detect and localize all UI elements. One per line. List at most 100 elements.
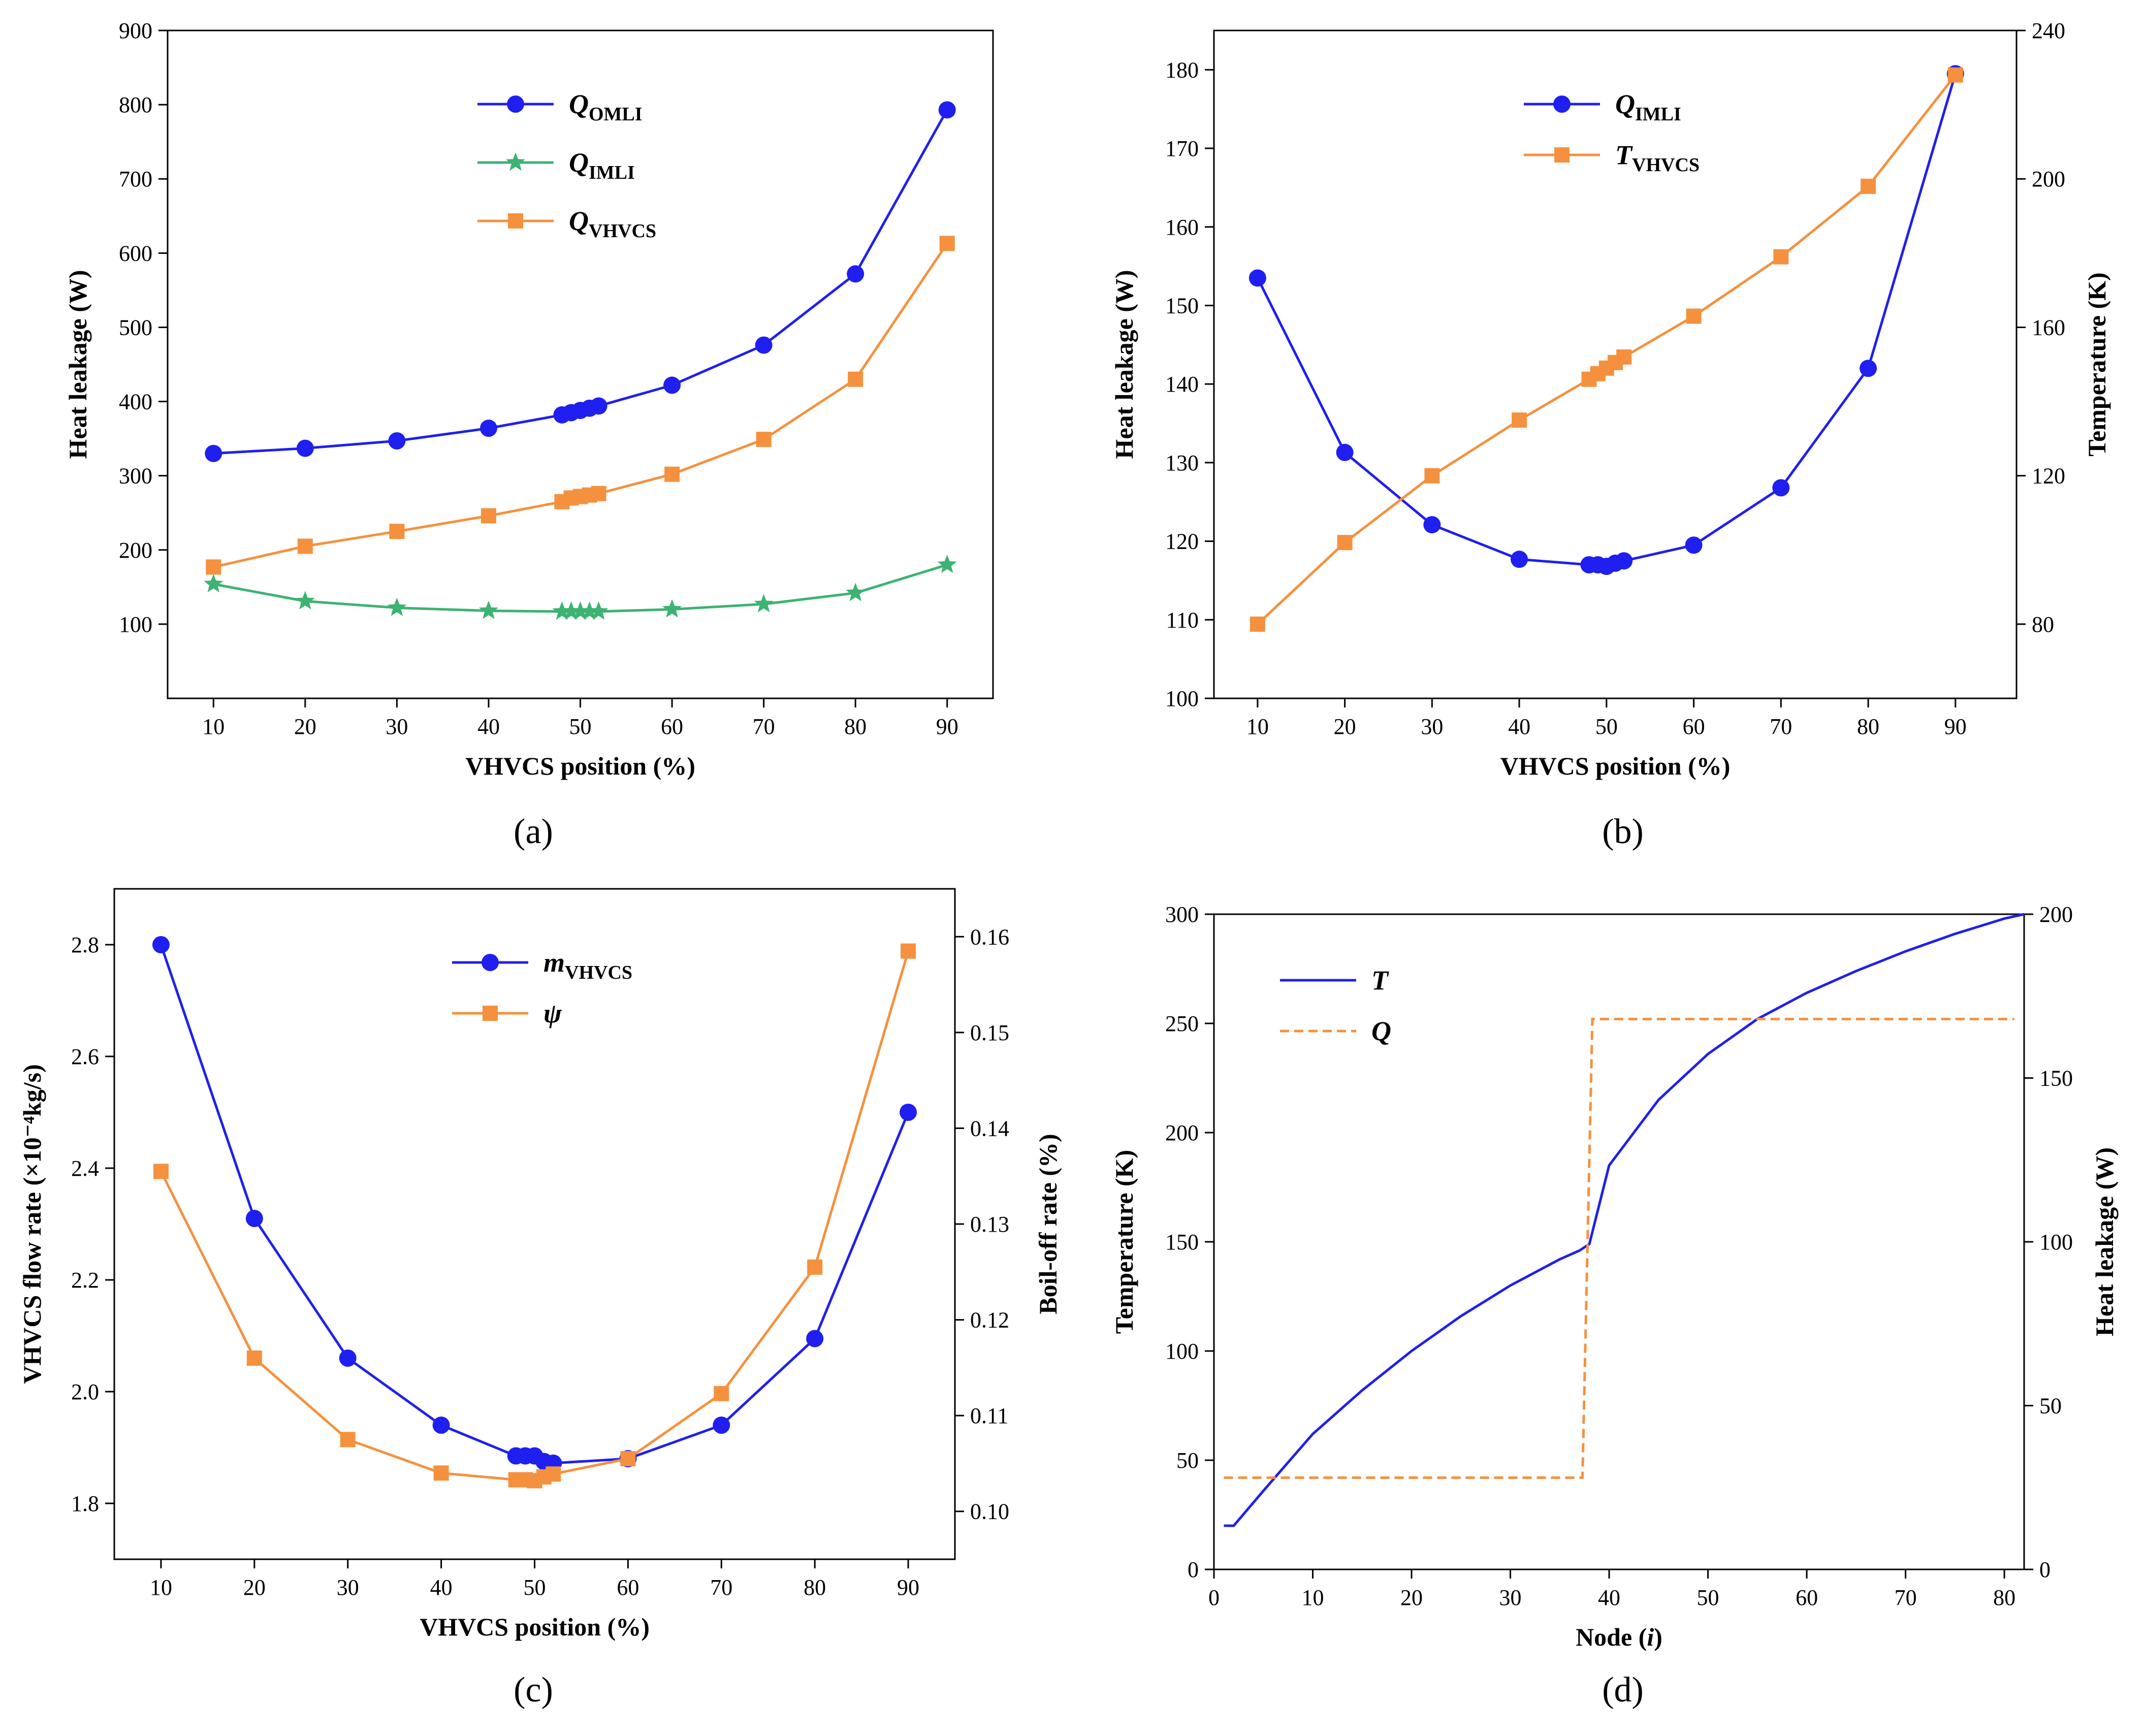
panel-caption-b: (b) [1602,812,1644,851]
y2-tick-label: 50 [2039,1394,2062,1419]
data-point [939,236,955,251]
legend: TQ [1280,965,1391,1046]
y2-tick-label: 200 [2032,167,2065,191]
data-point [1772,479,1790,497]
y2-tick-label: 0 [2039,1557,2051,1582]
series-psi [153,943,916,1489]
y-tick-label: 250 [1165,1011,1199,1036]
legend-entry-sub: IMLI [589,162,635,183]
y2-tick-label: 80 [2032,612,2054,637]
series-line [159,950,910,1482]
x-tick-label: 90 [936,714,958,739]
x-tick-label: 80 [1857,714,1879,739]
series-line [1224,1017,2014,1479]
data-point [552,601,572,620]
series-T [1224,913,2025,1527]
y-axis-label: Heat leakage (W) [1110,270,1138,459]
y2-tick-label: 0.16 [970,924,1009,949]
y2-tick-label: 200 [2039,902,2073,927]
data-point [901,943,916,959]
chart-c: 10 20 30 40 50 60 70 80 90 1.8 2.0 2.2 2.4 2.6 2.8 0.10… [18,888,1062,1641]
legend-entry-name: Q [1371,1016,1391,1046]
x-tick-label: 90 [1944,714,1967,739]
y-tick-label: 300 [119,464,152,489]
data-point [847,265,865,283]
y-tick-label: 2.2 [71,1268,99,1293]
y-tick-label: 800 [119,92,152,117]
y-tick-label: 300 [1165,902,1199,927]
legend-entry-sub: VHVCS [589,220,656,242]
x-tick-label: 40 [477,714,500,739]
y-tick-label: 700 [119,167,152,191]
x-axis-label: VHVCS position (%) [420,1613,650,1641]
data-point [1248,269,1266,287]
panel-caption-c: (c) [514,1670,553,1710]
data-point [848,371,863,387]
legend-entry: QIMLI [1615,89,1681,125]
series-line [1224,913,2025,1527]
data-point [1685,536,1703,554]
data-point [1773,249,1789,265]
x-tick-label: 50 [569,714,592,739]
data-point [339,1349,357,1367]
data-point [296,439,314,457]
series-T-vhvcs [1250,67,1963,632]
y2-tick-label: 150 [2039,1066,2073,1091]
data-point [481,508,496,524]
x-tick-label: 20 [1400,1585,1423,1610]
y-tick-label: 140 [1165,372,1199,397]
y2-tick-label: 0.11 [970,1403,1008,1428]
chart-b: 10 20 30 40 50 60 70 80 90 100 110 120 130 140 150 160 1… [1110,18,2111,780]
x-tick-label: 10 [1246,714,1269,739]
data-point [590,397,607,415]
data-point [1336,443,1354,461]
data-point [546,1466,561,1482]
x-axis-label-var: i [1647,1623,1654,1651]
plot-frame [1213,29,2018,699]
x-tick-label: 70 [753,714,775,739]
y-tick-label: 100 [119,612,152,637]
legend-entry: Q [1371,1016,1391,1046]
y2-tick-label: 0.10 [970,1499,1009,1524]
x-tick-label: 60 [617,1575,639,1600]
x-axis-label-end: ) [1654,1623,1662,1651]
x-axis-label-text: Node ( [1576,1623,1647,1651]
legend-entry-name: Q [569,206,589,236]
data-point [756,432,772,447]
data-point [1512,412,1527,428]
legend-entry-sub: IMLI [1635,104,1681,125]
data-point [1511,551,1528,568]
data-point [561,601,581,620]
y-tick-label: 900 [119,18,152,43]
x-tick-label: 80 [844,714,867,739]
data-point [754,594,774,613]
panel-caption-a: (a) [514,812,553,851]
legend-entry-name: T [1371,965,1389,995]
panel-caption-d: (d) [1602,1670,1644,1710]
y-tick-label: 2.0 [71,1379,99,1404]
y2-axis-label: Heat leakage (W) [2090,1147,2119,1336]
data-point [206,559,221,575]
data-point [714,1386,729,1401]
data-point [246,1351,262,1366]
y2-tick-label: 160 [2032,315,2065,340]
y2-tick-label: 0.12 [970,1308,1009,1333]
data-point [245,1210,263,1227]
legend-entry: QOMLI [569,89,643,125]
x-tick-label: 50 [1697,1585,1719,1610]
data-point [340,1432,356,1448]
data-point [846,583,866,601]
x-tick-label: 30 [1499,1585,1522,1610]
data-point [937,555,957,573]
data-point [1861,178,1876,194]
legend-entry-name: ψ [543,998,562,1028]
data-point [433,1465,449,1481]
y-tick-label: 150 [1165,293,1199,318]
x-axis-label: VHVCS position (%) [465,752,695,780]
chart-d: 0 10 20 30 40 50 60 70 80 0 50 100 150 200 250 300 0 50 10… [1110,902,2119,1651]
x-tick-label: 20 [1334,714,1356,739]
x-tick-label: 30 [1421,714,1443,739]
y-tick-label: 160 [1165,215,1199,240]
